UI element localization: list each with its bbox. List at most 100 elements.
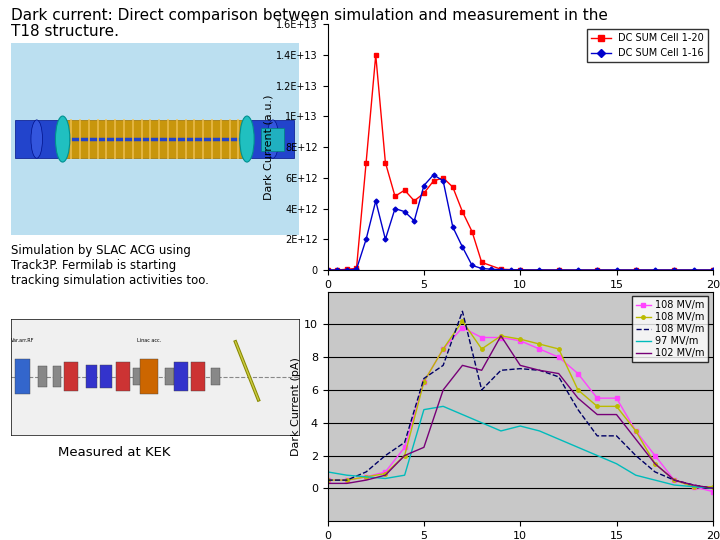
- 102 MV/m: [439, 387, 448, 393]
- 102 MV/m: [535, 367, 544, 374]
- 97 MV/m: [477, 420, 486, 426]
- 108 MV/m: [689, 483, 698, 490]
- 108 MV/m: [381, 453, 390, 459]
- 102 MV/m: [593, 411, 602, 418]
- 108 MV/m: [497, 367, 505, 374]
- 108 MV/m: [400, 439, 409, 446]
- 102 MV/m: [516, 362, 525, 369]
- 108 MV/m: [362, 474, 371, 480]
- 97 MV/m: [516, 423, 525, 429]
- FancyBboxPatch shape: [11, 43, 299, 235]
- Text: Measured at KEK: Measured at KEK: [58, 446, 170, 458]
- Text: Linac acc.: Linac acc.: [137, 338, 161, 343]
- 102 MV/m: [362, 477, 371, 483]
- Line: 108 MV/m: 108 MV/m: [326, 326, 714, 494]
- FancyBboxPatch shape: [165, 368, 174, 386]
- 108 MV/m: [381, 469, 390, 475]
- 108 MV/m: [689, 483, 698, 490]
- 108 MV/m: [612, 403, 621, 410]
- 108 MV/m: [689, 482, 698, 488]
- 108 MV/m: [535, 346, 544, 352]
- 108 MV/m: [420, 379, 428, 385]
- 108 MV/m: [574, 407, 582, 413]
- FancyBboxPatch shape: [100, 365, 112, 388]
- 97 MV/m: [362, 474, 371, 480]
- 108 MV/m: [593, 403, 602, 410]
- 102 MV/m: [381, 472, 390, 478]
- 97 MV/m: [612, 461, 621, 467]
- 97 MV/m: [708, 485, 717, 491]
- 97 MV/m: [497, 428, 505, 434]
- 108 MV/m: [497, 334, 505, 341]
- Line: 108 MV/m: 108 MV/m: [328, 311, 713, 488]
- FancyBboxPatch shape: [64, 362, 78, 391]
- 108 MV/m: [516, 338, 525, 344]
- Text: Dark current: Direct comparison between simulation and measurement in the: Dark current: Direct comparison between …: [11, 8, 608, 23]
- X-axis label: E (MeV): E (MeV): [498, 295, 543, 308]
- FancyBboxPatch shape: [15, 120, 58, 158]
- 108 MV/m: [535, 367, 544, 374]
- 108 MV/m: [631, 453, 640, 459]
- Line: 108 MV/m: 108 MV/m: [326, 319, 714, 488]
- Legend: 108 MV/m, 108 MV/m, 108 MV/m, 97 MV/m, 102 MV/m: 108 MV/m, 108 MV/m, 108 MV/m, 97 MV/m, 1…: [632, 296, 708, 362]
- 108 MV/m: [670, 477, 678, 483]
- 108 MV/m: [439, 346, 448, 352]
- 108 MV/m: [554, 374, 563, 380]
- FancyBboxPatch shape: [63, 120, 247, 158]
- 108 MV/m: [708, 488, 717, 495]
- 97 MV/m: [593, 453, 602, 459]
- 108 MV/m: [362, 474, 371, 480]
- 108 MV/m: [497, 333, 505, 339]
- Y-axis label: Dark Current (pA): Dark Current (pA): [291, 357, 301, 456]
- 97 MV/m: [631, 472, 640, 478]
- 108 MV/m: [400, 444, 409, 450]
- FancyBboxPatch shape: [140, 359, 158, 394]
- 108 MV/m: [574, 387, 582, 393]
- 108 MV/m: [343, 477, 351, 483]
- FancyBboxPatch shape: [38, 367, 47, 387]
- 102 MV/m: [670, 477, 678, 483]
- 108 MV/m: [516, 366, 525, 372]
- 97 MV/m: [458, 411, 467, 418]
- 108 MV/m: [670, 477, 678, 483]
- FancyBboxPatch shape: [174, 362, 188, 391]
- 108 MV/m: [477, 334, 486, 341]
- 102 MV/m: [554, 370, 563, 377]
- 108 MV/m: [420, 375, 428, 382]
- FancyBboxPatch shape: [261, 127, 284, 151]
- 108 MV/m: [477, 346, 486, 352]
- FancyBboxPatch shape: [53, 367, 61, 387]
- 108 MV/m: [554, 346, 563, 352]
- 97 MV/m: [343, 472, 351, 478]
- 108 MV/m: [323, 477, 332, 483]
- 108 MV/m: [323, 477, 332, 483]
- 102 MV/m: [343, 480, 351, 487]
- 108 MV/m: [593, 433, 602, 439]
- FancyBboxPatch shape: [15, 359, 30, 394]
- 108 MV/m: [593, 395, 602, 401]
- Ellipse shape: [240, 116, 254, 162]
- 102 MV/m: [400, 453, 409, 459]
- 102 MV/m: [497, 333, 505, 339]
- Line: 97 MV/m: 97 MV/m: [328, 407, 713, 488]
- 97 MV/m: [651, 477, 660, 483]
- 102 MV/m: [420, 444, 428, 450]
- Ellipse shape: [267, 120, 279, 158]
- 97 MV/m: [670, 482, 678, 488]
- 108 MV/m: [458, 308, 467, 314]
- Y-axis label: Dark Current (a.u.): Dark Current (a.u.): [264, 94, 274, 200]
- 108 MV/m: [651, 469, 660, 475]
- 97 MV/m: [554, 436, 563, 442]
- FancyBboxPatch shape: [251, 120, 294, 158]
- 108 MV/m: [439, 346, 448, 352]
- 97 MV/m: [381, 475, 390, 482]
- Text: Var.arr.RF: Var.arr.RF: [11, 338, 34, 343]
- 102 MV/m: [323, 480, 332, 487]
- Legend: DC SUM Cell 1-20, DC SUM Cell 1-16: DC SUM Cell 1-20, DC SUM Cell 1-16: [588, 29, 708, 62]
- Line: 102 MV/m: 102 MV/m: [328, 336, 713, 488]
- Ellipse shape: [55, 116, 70, 162]
- FancyBboxPatch shape: [191, 362, 205, 391]
- 108 MV/m: [708, 483, 717, 490]
- 97 MV/m: [535, 428, 544, 434]
- 102 MV/m: [458, 362, 467, 369]
